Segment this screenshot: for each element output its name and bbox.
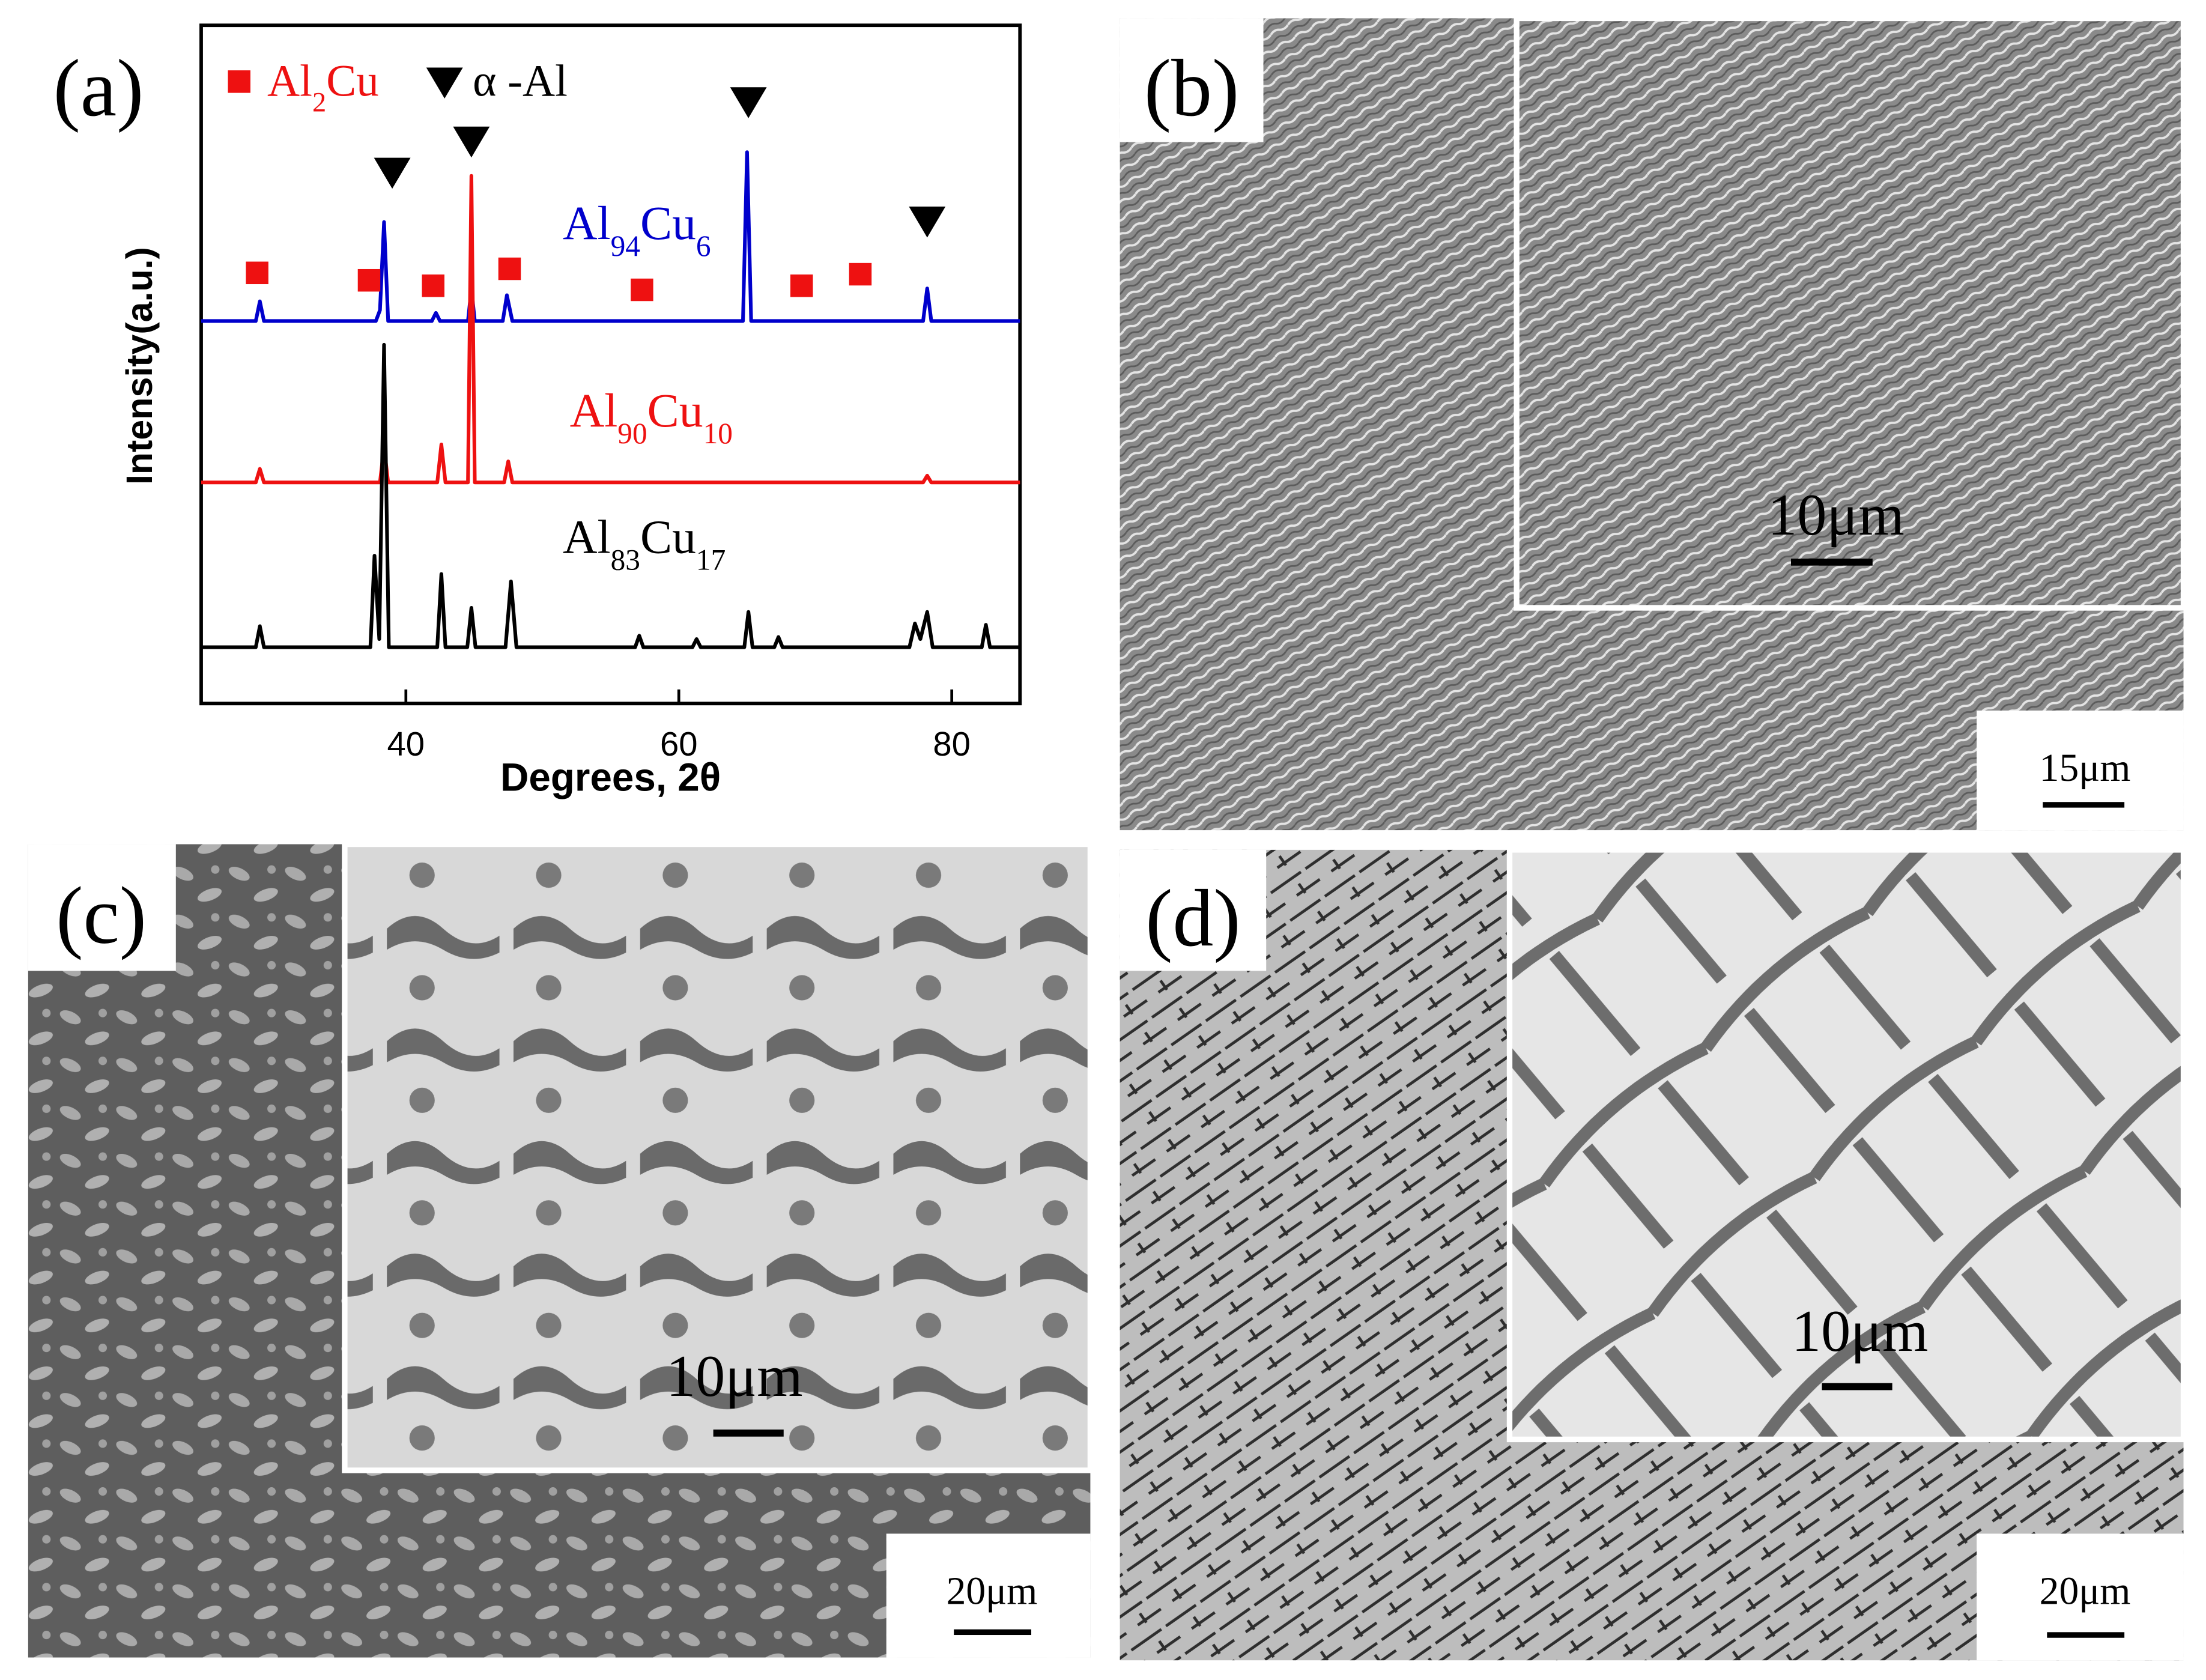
label-part: 90 xyxy=(617,416,647,449)
scale-box xyxy=(1977,710,2184,831)
phase-marker xyxy=(849,262,872,286)
x-tick-label: 80 xyxy=(933,725,971,763)
label-part: 17 xyxy=(696,543,726,576)
xrd-pattern xyxy=(201,174,1020,485)
label-part: 6 xyxy=(696,229,711,262)
label-part: Cu xyxy=(326,56,378,106)
phase-marker xyxy=(909,206,946,238)
label-part: Al xyxy=(563,197,611,250)
inset-image xyxy=(1514,15,2187,611)
inset-image xyxy=(1506,847,2187,1443)
label-part: Al xyxy=(570,384,618,437)
panel-label: (c) xyxy=(56,871,147,961)
label-part: 2 xyxy=(312,87,326,118)
phase-marker xyxy=(730,87,767,118)
legend-label: Al2Cu xyxy=(267,56,379,118)
panel-label: (a) xyxy=(53,43,144,133)
label-box xyxy=(1120,849,1267,971)
phase-marker xyxy=(453,126,490,158)
label-part: 10 xyxy=(703,416,733,449)
scale-bar xyxy=(1822,1383,1892,1390)
scale-label: 20μm xyxy=(947,1570,1038,1613)
scale-label: 20μm xyxy=(2040,1570,2131,1613)
series-label: Al90Cu10 xyxy=(570,384,733,450)
x-axis-label: Degrees, 2θ xyxy=(500,756,721,799)
phase-marker xyxy=(790,274,813,297)
legend-swatch xyxy=(426,67,463,99)
scale-bar xyxy=(2047,1632,2125,1638)
legend-label: α -Al xyxy=(473,56,568,106)
phase-marker xyxy=(246,261,268,285)
label-box xyxy=(28,844,176,971)
label-part: Cu xyxy=(640,511,696,564)
x-tick-label: 60 xyxy=(660,725,698,763)
scale-bar xyxy=(1790,558,1873,566)
phase-marker xyxy=(422,274,444,297)
label-part: Cu xyxy=(647,384,703,437)
panel-label: (d) xyxy=(1145,873,1240,963)
scale-box xyxy=(886,1533,1091,1658)
micrograph-c: (c) 10μm 20μm xyxy=(28,841,1094,1658)
x-tick-label: 40 xyxy=(387,725,425,763)
micrograph-d: (d) 10μm 20μm xyxy=(1120,847,2187,1661)
scale-bar xyxy=(954,1629,1032,1636)
scale-bar xyxy=(2043,802,2125,808)
inset-scale-label: 10μm xyxy=(1792,1299,1929,1364)
micrograph-b: (b) 10μm 15μm xyxy=(1120,15,2187,831)
xrd-pattern xyxy=(201,342,1020,649)
scale-bar xyxy=(713,1430,784,1437)
label-part: Al xyxy=(563,511,611,564)
y-axis-label: Intensity(a.u.) xyxy=(119,247,160,485)
inset-scale-label: 10μm xyxy=(1768,482,1904,548)
series-label: Al83Cu17 xyxy=(563,511,726,577)
plot-frame xyxy=(199,23,1022,706)
label-box xyxy=(1120,18,1264,142)
scale-label: 15μm xyxy=(2040,747,2131,790)
phase-marker xyxy=(631,278,653,302)
inset-scale-label: 10μm xyxy=(666,1344,803,1409)
series-label: Al94Cu6 xyxy=(563,197,711,262)
phase-marker xyxy=(374,157,411,189)
inset-image xyxy=(342,841,1094,1473)
panel-label: (b) xyxy=(1144,43,1239,133)
phase-marker xyxy=(498,257,521,281)
phase-marker xyxy=(357,268,381,292)
label-part: α -Al xyxy=(473,56,568,106)
legend-swatch xyxy=(228,70,250,93)
scale-box xyxy=(1977,1533,2184,1661)
label-part: 94 xyxy=(611,229,640,262)
label-part: Cu xyxy=(640,197,696,250)
label-part: 83 xyxy=(611,543,640,576)
label-part: Al xyxy=(267,56,312,106)
